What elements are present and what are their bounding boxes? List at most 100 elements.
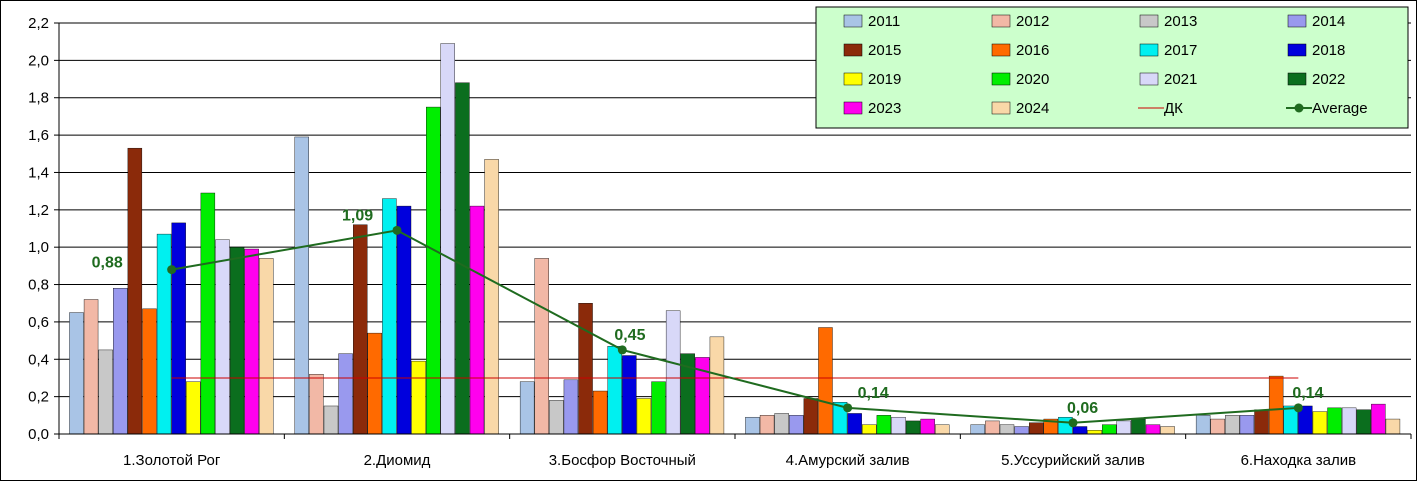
bar-2020-3 (651, 381, 666, 435)
bar-2021-1 (215, 239, 230, 435)
legend-label: Average (1312, 100, 1368, 117)
y-tick-label: 0,2 (28, 389, 49, 406)
bar-2021-5 (1116, 420, 1132, 435)
legend-swatch-2015 (843, 43, 863, 57)
bar-2011-5 (970, 424, 985, 435)
bar-2020-4 (876, 415, 892, 435)
legend-label: 2013 (1164, 13, 1197, 30)
y-tick-label: 0,8 (28, 277, 49, 294)
category-labels: 1.Золотой Рог 2.Диомид 3.Босфор Восточный 4… (123, 452, 1356, 469)
average-line: 0,88 1,09 0,45 0,14 0,06 0,14 (92, 207, 1324, 428)
bar-2014-5 (1014, 426, 1029, 435)
legend-swatch-2014 (1287, 14, 1307, 28)
axes (58, 23, 1412, 439)
bar-2016-1 (142, 308, 157, 435)
bar-2012-4 (759, 415, 775, 435)
average-label: 0,14 (858, 385, 889, 402)
bar-2013-4 (774, 413, 789, 435)
y-tick-label: 1,8 (28, 90, 49, 107)
y-tick-label: 0,0 (28, 426, 49, 443)
bar-2015-4 (803, 398, 819, 435)
average-point (1293, 403, 1303, 413)
legend-label: 2012 (1016, 13, 1049, 30)
legend-label: 2019 (868, 71, 901, 88)
legend-label: 2014 (1312, 13, 1345, 30)
bar-2022-1 (229, 246, 245, 435)
legend-label: 2018 (1312, 42, 1345, 59)
bar-2022-2 (455, 82, 470, 435)
legend-swatch-2021 (1139, 72, 1159, 86)
bar-2018-3 (622, 355, 637, 435)
legend-swatch-2016 (991, 43, 1011, 57)
legend-label: 2017 (1164, 42, 1197, 59)
bar-2019-5 (1087, 430, 1102, 435)
bar-2011-4 (745, 416, 760, 435)
legend-swatch-2024 (991, 101, 1011, 115)
legend-label: 2024 (1016, 100, 1049, 117)
bar-2022-4 (905, 420, 921, 435)
y-tick-label: 0,4 (28, 351, 49, 368)
legend: 2011 2012 2013 2014 2015 2016 2017 2018 2019 2020… (815, 6, 1409, 129)
legend-swatch-2013 (1139, 14, 1159, 28)
legend-label: 2023 (868, 100, 901, 117)
bar-2020-2 (426, 106, 441, 435)
bar-2016-3 (592, 390, 608, 435)
category-label: 5.Уссурийский залив (1001, 452, 1145, 469)
bar-2015-5 (1028, 422, 1044, 435)
bar-2011-6 (1195, 415, 1211, 435)
average-point (167, 265, 177, 275)
bar-2013-6 (1225, 415, 1240, 435)
legend-swatch-2020 (991, 72, 1011, 86)
bar-2013-2 (323, 405, 339, 435)
bar-2024-3 (709, 336, 725, 435)
average-point (617, 345, 627, 355)
bar-2019-6 (1312, 411, 1328, 435)
bar-2014-4 (789, 415, 804, 435)
bar-2015-6 (1254, 409, 1269, 435)
bar-2012-2 (309, 374, 324, 435)
bar-2021-3 (665, 310, 681, 435)
bar-2012-5 (985, 420, 1000, 435)
bar-2013-1 (98, 349, 113, 435)
average-label: 0,14 (1292, 385, 1323, 402)
category-label: 6.Находка залив (1241, 452, 1357, 469)
average-polyline (171, 229, 1299, 424)
bar-2024-5 (1160, 426, 1175, 435)
bar-2019-2 (411, 360, 426, 435)
bar-2021-4 (891, 416, 906, 435)
average-label: 1,09 (342, 207, 373, 224)
y-tick-label: 2,0 (28, 52, 49, 69)
average-point (392, 225, 402, 235)
bar-2014-1 (113, 288, 128, 435)
bars (69, 43, 1401, 435)
bar-2021-6 (1341, 407, 1357, 435)
bar-2014-6 (1239, 415, 1255, 435)
bar-2023-6 (1371, 403, 1386, 435)
bar-2023-4 (920, 418, 935, 435)
bar-2018-4 (847, 413, 862, 435)
bar-2016-2 (367, 332, 382, 435)
bar-2020-1 (200, 192, 216, 435)
bar-2017-3 (607, 345, 622, 435)
bar-2013-3 (549, 400, 564, 435)
bar-2012-1 (83, 299, 99, 435)
bar-2012-3 (534, 258, 549, 435)
y-tick-label: 1,6 (28, 127, 49, 144)
bar-2017-1 (156, 233, 172, 435)
category-label: 4.Амурский залив (786, 452, 910, 469)
y-tick-label: 1,4 (28, 164, 49, 181)
bar-2022-6 (1356, 409, 1371, 435)
bar-2013-5 (999, 424, 1015, 435)
average-point (843, 403, 853, 413)
bar-2023-5 (1145, 424, 1161, 435)
average-label: 0,88 (92, 255, 123, 272)
legend-swatch-2022 (1287, 72, 1307, 86)
bar-2020-5 (1101, 424, 1117, 435)
legend-label: 2020 (1016, 71, 1049, 88)
bar-2019-3 (636, 398, 652, 435)
legend-swatch-2019 (843, 72, 863, 86)
bar-2018-1 (171, 222, 186, 435)
legend-label: 2021 (1164, 71, 1197, 88)
